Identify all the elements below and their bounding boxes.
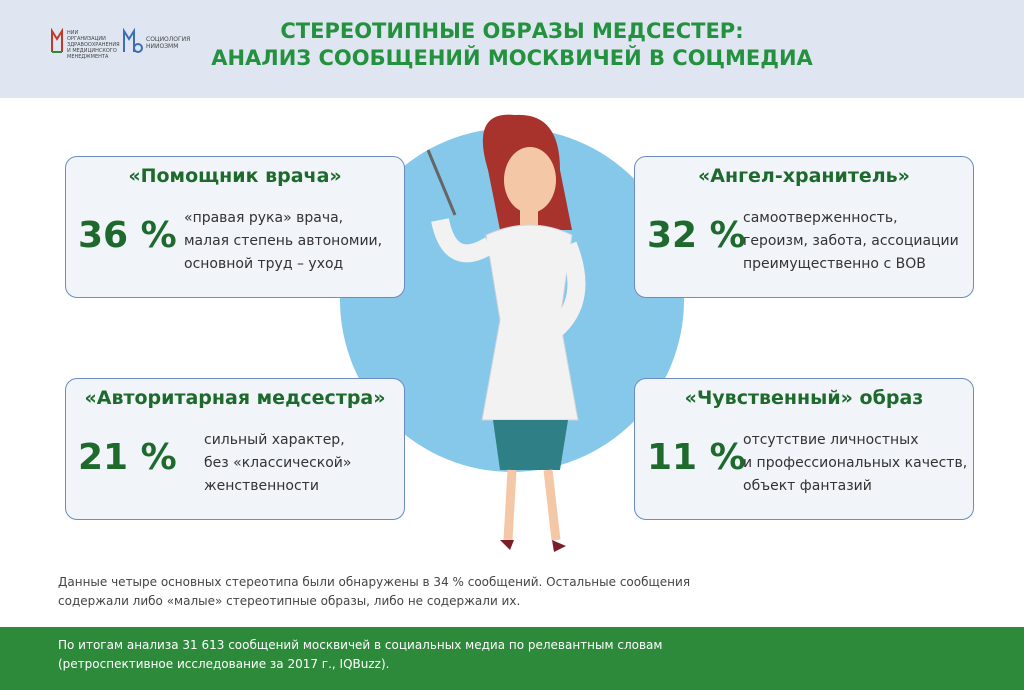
card-description: сильный характер, без «классической» женст… (204, 429, 351, 498)
title: СТЕРЕОТИПНЫЕ ОБРАЗЫ МЕДСЕСТЕР: АНАЛИЗ СО… (150, 18, 874, 72)
card-percent: 11 % (647, 437, 746, 478)
title-line: СТЕРЕОТИПНЫЕ ОБРАЗЫ МЕДСЕСТЕР: (280, 19, 744, 43)
note-line: Данные четыре основных стереотипа были о… (58, 575, 691, 589)
desc-line: без «классической» (204, 455, 352, 471)
note-line: содержали либо «малые» стереотипные обра… (58, 594, 521, 608)
desc-line: малая степень автономии, (184, 233, 383, 249)
footer-line: По итогам анализа 31 613 сообщений москв… (58, 638, 663, 652)
illustration (340, 114, 684, 552)
logo-line: МЕНЕДЖМЕНТА (67, 54, 109, 60)
card: «Чувственный» образ 11 % отсутствие личн… (634, 378, 974, 520)
desc-line: и профессиональных качеств, (743, 455, 968, 471)
logo-line: И МЕДИЦИНСКОГО (67, 48, 117, 54)
desc-line: самоотверженность, (743, 210, 898, 226)
desc-line: отсутствие личностных (743, 432, 919, 448)
card-percent: 21 % (78, 437, 177, 478)
desc-line: женственности (204, 478, 319, 494)
logo-text: НИИ ОРГАНИЗАЦИИ ЗДРАВООХРАНЕНИЯ И МЕДИЦИ… (67, 30, 120, 60)
logo-icon (51, 28, 63, 53)
card-description: «правая рука» врача, малая степень автоно… (184, 207, 382, 276)
card: «Помощник врача» 36 % «правая рука» врач… (65, 156, 405, 298)
desc-line: героизм, забота, ассоциации (743, 233, 959, 249)
desc-line: сильный характер, (204, 432, 345, 448)
card: «Ангел-хранитель» 32 % самоотверженность… (634, 156, 974, 298)
card-description: самоотверженность, героизм, забота, ассоц… (743, 207, 959, 276)
note: Данные четыре основных стереотипа были о… (58, 573, 690, 611)
logo-line: ОРГАНИЗАЦИИ (67, 36, 106, 42)
desc-line: основной труд – уход (184, 256, 344, 272)
logo-line: НИИОЗММ (146, 43, 179, 50)
card-title: «Авторитарная медсестра» (84, 387, 386, 409)
footer-line: (ретроспективное исследование за 2017 г.… (58, 657, 390, 671)
title-line: АНАЛИЗ СООБЩЕНИЙ МОСКВИЧЕЙ В СОЦМЕДИА (211, 46, 813, 70)
desc-line: «правая рука» врача, (184, 210, 344, 226)
desc-line: объект фантазий (743, 478, 872, 494)
card-title: «Помощник врача» (128, 165, 342, 187)
header: НИИ ОРГАНИЗАЦИИ ЗДРАВООХРАНЕНИЯ И МЕДИЦИ… (0, 0, 1024, 98)
card-percent: 32 % (647, 215, 746, 256)
logo-line: СОЦИОЛОГИЯ (146, 36, 191, 43)
logo-text: СОЦИОЛОГИЯ НИИОЗММ (146, 36, 190, 50)
logo-line: НИИ (67, 30, 79, 36)
card-title: «Ангел-хранитель» (698, 165, 910, 187)
logo-line: ЗДРАВООХРАНЕНИЯ (67, 42, 120, 48)
logo-icon (123, 28, 143, 53)
card: «Авторитарная медсестра» 21 % сильный ха… (65, 378, 405, 520)
desc-line: преимущественно с ВОВ (743, 256, 926, 272)
card-description: отсутствие личностных и профессиональных … (743, 429, 967, 498)
card-title: «Чувственный» образ (684, 387, 924, 409)
card-percent: 36 % (78, 215, 177, 256)
footer: По итогам анализа 31 613 сообщений москв… (0, 627, 1024, 690)
